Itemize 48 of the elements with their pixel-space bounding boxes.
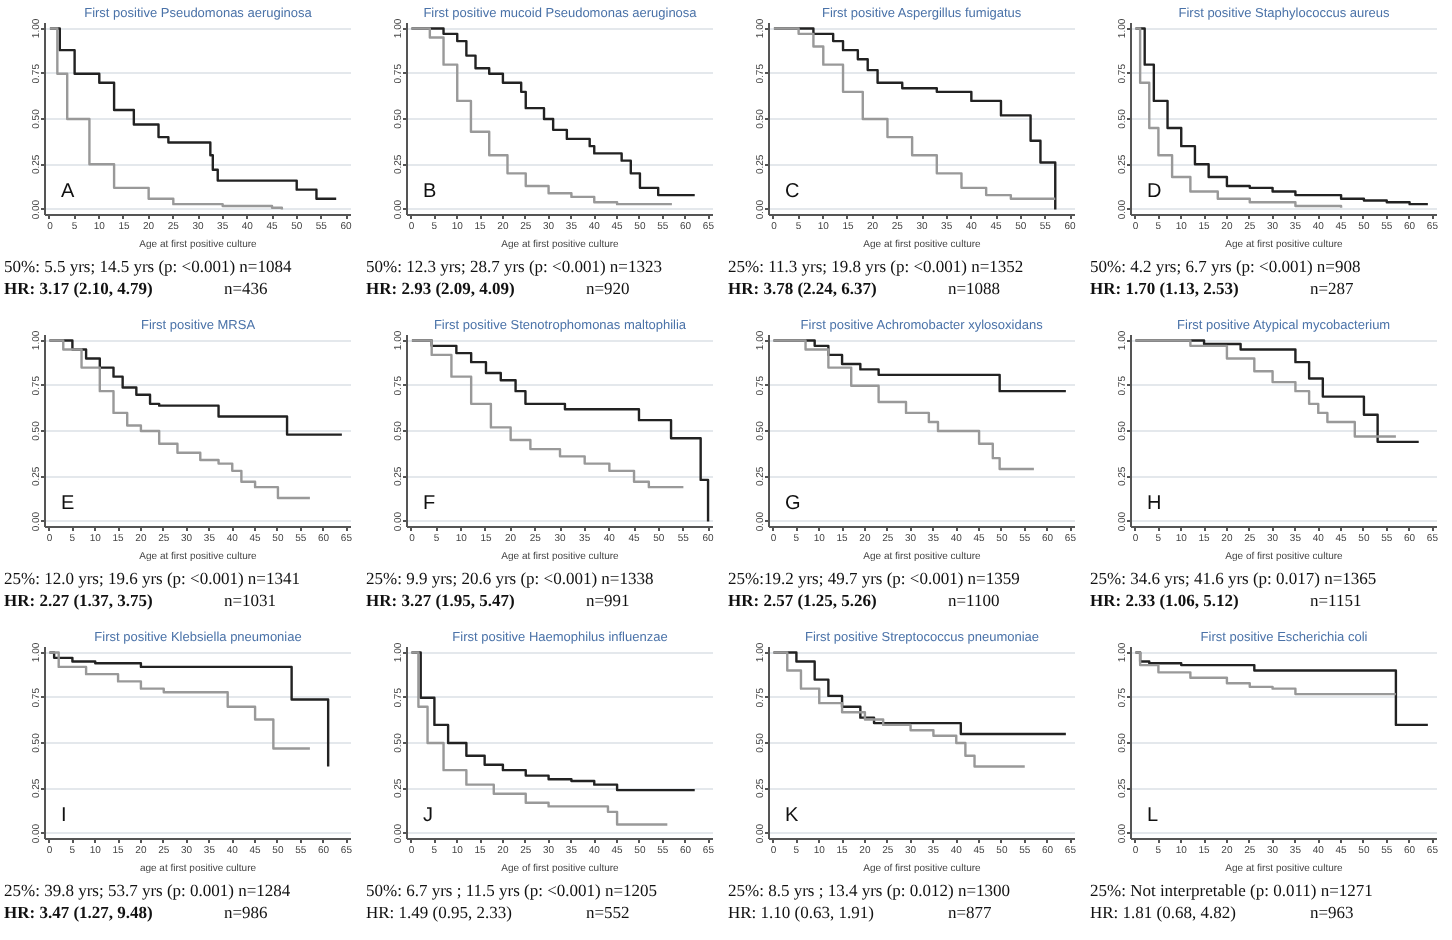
text: 25%: 39.8 yrs; 53.7 yrs (p: 0.001) n=1284 bbox=[4, 880, 291, 902]
text: 25%: 12.0 yrs; 19.6 yrs (p: <0.001) n=1341 bbox=[4, 568, 300, 590]
annotation: A bbox=[61, 181, 75, 203]
text: 50%: 6.7 yrs ; 11.5 yrs (p: <0.001) n=1205 bbox=[366, 880, 658, 902]
annotation: F bbox=[423, 493, 436, 515]
text: 25%: 9.9 yrs; 20.6 yrs (p: <0.001) n=1338 bbox=[366, 568, 654, 590]
text: n=1151 bbox=[1310, 590, 1362, 610]
text: HR: 2.27 (1.37, 3.75) bbox=[4, 590, 155, 612]
annotation: E bbox=[61, 493, 75, 515]
text: 25%: 11.3 yrs; 19.8 yrs (p: <0.001) n=1352 bbox=[728, 256, 1024, 278]
text: HR: 1.10 (0.63, 1.91) bbox=[728, 902, 876, 924]
annotation: L bbox=[1147, 805, 1159, 827]
annotation: J bbox=[423, 805, 433, 827]
text: HR: 3.27 (1.95, 5.47) bbox=[366, 590, 517, 612]
annotation: C bbox=[785, 181, 800, 203]
annotation: K bbox=[785, 805, 799, 827]
text: 25%: 34.6 yrs; 41.6 yrs (p: 0.017) n=1365 bbox=[1090, 568, 1377, 590]
text: 50%: 5.5 yrs; 14.5 yrs (p: <0.001) n=1084 bbox=[4, 256, 292, 278]
text: n=920 bbox=[586, 278, 630, 298]
text: n=986 bbox=[224, 902, 268, 922]
text: HR: 2.93 (2.09, 4.09) bbox=[366, 278, 517, 300]
text: n=963 bbox=[1310, 902, 1354, 922]
annotation: B bbox=[423, 181, 437, 203]
text: n=1088 bbox=[948, 278, 1001, 298]
text: n=436 bbox=[224, 278, 268, 298]
text: HR: 1.81 (0.68, 4.82) bbox=[1090, 902, 1238, 924]
text: HR: 2.33 (1.06, 5.12) bbox=[1090, 590, 1241, 612]
text: n=1031 bbox=[224, 590, 277, 610]
text: 25%: Not interpretable (p: 0.011) n=1271 bbox=[1090, 880, 1373, 902]
annotation: I bbox=[61, 805, 67, 827]
text: HR: 3.17 (2.10, 4.79) bbox=[4, 278, 155, 300]
annotation: H bbox=[1147, 493, 1162, 515]
text: 25%: 8.5 yrs ; 13.4 yrs (p: 0.012) n=1300 bbox=[728, 880, 1011, 902]
text: HR: 3.78 (2.24, 6.37) bbox=[728, 278, 879, 300]
text: 25%:19.2 yrs; 49.7 yrs (p: <0.001) n=1359 bbox=[728, 568, 1020, 590]
text: n=552 bbox=[586, 902, 630, 922]
text: n=991 bbox=[586, 590, 630, 610]
text: 50%: 12.3 yrs; 28.7 yrs (p: <0.001) n=1323 bbox=[366, 256, 662, 278]
text: n=1100 bbox=[948, 590, 1000, 610]
annotation: G bbox=[785, 493, 801, 515]
text: HR: 2.57 (1.25, 5.26) bbox=[728, 590, 879, 612]
text: HR: 3.47 (1.27, 9.48) bbox=[4, 902, 155, 924]
text: n=287 bbox=[1310, 278, 1354, 298]
text: HR: 1.70 (1.13, 2.53) bbox=[1090, 278, 1241, 300]
text: n=877 bbox=[948, 902, 992, 922]
text: 50%: 4.2 yrs; 6.7 yrs (p: <0.001) n=908 bbox=[1090, 256, 1361, 278]
annotation: D bbox=[1147, 181, 1162, 203]
text: HR: 1.49 (0.95, 2.33) bbox=[366, 902, 514, 924]
